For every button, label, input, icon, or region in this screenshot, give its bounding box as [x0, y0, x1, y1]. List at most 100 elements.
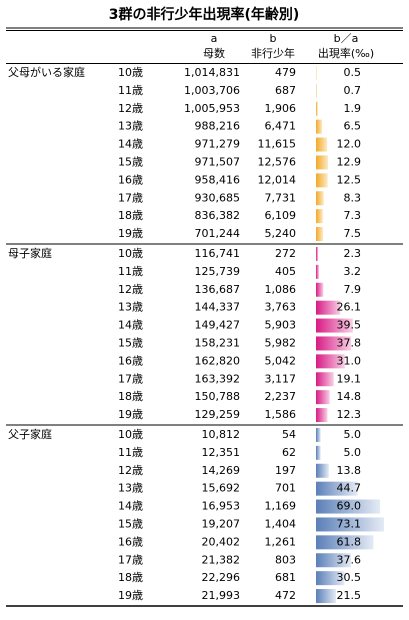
count-a: 116,741	[195, 247, 241, 260]
age: 15歳	[118, 517, 143, 530]
rate: 26.1	[337, 301, 362, 314]
title: 3群の非行少年出現率(年齢別)	[109, 6, 300, 23]
age: 13歳	[118, 120, 143, 133]
rate: 73.1	[337, 517, 362, 530]
rate: 1.9	[344, 102, 362, 115]
count-a: 930,685	[195, 191, 241, 204]
age: 13歳	[118, 482, 143, 495]
rate-bar	[316, 390, 330, 404]
rate: 0.7	[344, 84, 362, 97]
age: 13歳	[118, 301, 143, 314]
age: 14歳	[118, 319, 143, 332]
count-a: 21,382	[202, 553, 241, 566]
count-a: 129,259	[195, 408, 241, 421]
count-a: 15,692	[202, 482, 241, 495]
rate-bar	[316, 84, 317, 98]
count-b: 405	[275, 265, 296, 278]
rate: 61.8	[337, 535, 362, 548]
rate-bar	[316, 173, 328, 187]
count-a: 136,687	[195, 283, 241, 296]
age: 17歳	[118, 553, 143, 566]
count-a: 1,005,953	[184, 102, 240, 115]
rate-bar	[316, 227, 323, 241]
rate-bar	[316, 464, 329, 478]
count-a: 19,207	[202, 517, 241, 530]
count-a: 12,351	[202, 446, 241, 459]
age: 19歳	[118, 408, 143, 421]
rate: 5.0	[344, 428, 362, 441]
header-letter: a	[211, 32, 218, 45]
count-a: 20,402	[202, 535, 241, 548]
count-b: 12,576	[258, 155, 297, 168]
count-a: 22,296	[202, 571, 241, 584]
rate-bar	[316, 138, 327, 152]
count-b: 472	[275, 589, 296, 602]
rate: 12.3	[337, 408, 362, 421]
age: 12歳	[118, 283, 143, 296]
count-b: 6,471	[265, 120, 297, 133]
age: 11歳	[118, 265, 143, 278]
rate-bar	[316, 265, 319, 279]
rate: 7.9	[344, 283, 362, 296]
count-b: 2,237	[265, 390, 297, 403]
rate: 6.5	[344, 120, 362, 133]
age: 10歳	[118, 66, 143, 79]
count-a: 150,788	[195, 390, 241, 403]
age: 17歳	[118, 191, 143, 204]
rate: 13.8	[337, 464, 362, 477]
rate: 19.1	[337, 372, 362, 385]
count-b: 681	[275, 571, 296, 584]
rate: 7.5	[344, 227, 362, 240]
count-b: 62	[282, 446, 296, 459]
count-a: 144,337	[195, 301, 241, 314]
age: 15歳	[118, 336, 143, 349]
count-b: 11,615	[258, 138, 297, 151]
count-a: 149,427	[195, 319, 241, 332]
count-a: 16,953	[202, 500, 241, 513]
rate-bar	[316, 120, 322, 134]
rate-bar	[316, 589, 336, 603]
rate: 7.3	[344, 209, 362, 222]
group-name: 父母がいる家庭	[8, 65, 85, 79]
rate: 5.0	[344, 446, 362, 459]
count-b: 272	[275, 247, 296, 260]
count-a: 10,812	[202, 428, 241, 441]
age: 11歳	[118, 84, 143, 97]
rate-bar	[316, 209, 323, 223]
rate: 44.7	[337, 482, 362, 495]
count-a: 21,993	[202, 589, 241, 602]
rate-bar	[316, 283, 323, 297]
count-b: 197	[275, 464, 296, 477]
age: 19歳	[118, 227, 143, 240]
count-a: 14,269	[202, 464, 241, 477]
count-b: 5,903	[265, 319, 297, 332]
count-a: 1,014,831	[184, 66, 240, 79]
age: 18歳	[118, 571, 143, 584]
header: 母数	[203, 47, 225, 60]
age: 16歳	[118, 354, 143, 367]
count-b: 479	[275, 66, 296, 79]
count-b: 3,117	[265, 372, 297, 385]
count-b: 1,086	[265, 283, 297, 296]
rate-bar	[316, 102, 318, 116]
count-b: 12,014	[258, 173, 297, 186]
count-a: 163,392	[195, 372, 241, 385]
count-a: 1,003,706	[184, 84, 240, 97]
rate-bar	[316, 372, 334, 386]
rate: 39.5	[337, 319, 362, 332]
rate: 14.8	[337, 390, 362, 403]
age: 14歳	[118, 138, 143, 151]
group-name: 母子家庭	[8, 246, 52, 260]
age: 14歳	[118, 500, 143, 513]
age: 10歳	[118, 247, 143, 260]
count-b: 1,261	[265, 535, 297, 548]
rate: 69.0	[337, 500, 362, 513]
group-name: 父子家庭	[8, 427, 52, 441]
count-a: 836,382	[195, 209, 241, 222]
count-a: 971,279	[195, 138, 241, 151]
rate: 30.5	[337, 571, 362, 584]
header: 出現率(‰)	[318, 46, 374, 60]
rate-bar	[316, 446, 321, 460]
count-a: 958,416	[195, 173, 241, 186]
